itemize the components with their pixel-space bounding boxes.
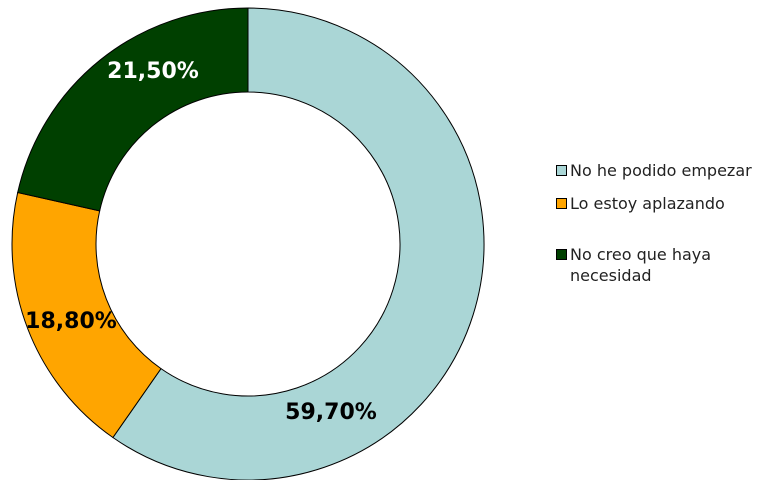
data-label-2: 18,80% (25, 309, 117, 334)
donut-slice-1 (112, 7, 485, 480)
donut-slice-3 (17, 7, 249, 212)
legend-swatch (556, 249, 567, 260)
legend-swatch (556, 198, 567, 209)
legend-item-no-he-podido-empezar: No he podido empezar (556, 160, 761, 181)
data-label-1: 59,70% (285, 400, 377, 425)
legend-label: No he podido empezar (570, 161, 752, 180)
legend-label: Lo estoy aplazando (570, 194, 725, 213)
data-label-3: 21,50% (107, 59, 199, 84)
legend-item-no-creo-que-haya-necesidad: No creo que haya necesidad (556, 244, 761, 286)
legend-label: No creo que haya necesidad (570, 245, 712, 285)
legend-swatch (556, 165, 567, 176)
legend-item-lo-estoy-aplazando: Lo estoy aplazando (556, 193, 761, 214)
legend: No he podido empezar Lo estoy aplazando … (556, 160, 761, 286)
